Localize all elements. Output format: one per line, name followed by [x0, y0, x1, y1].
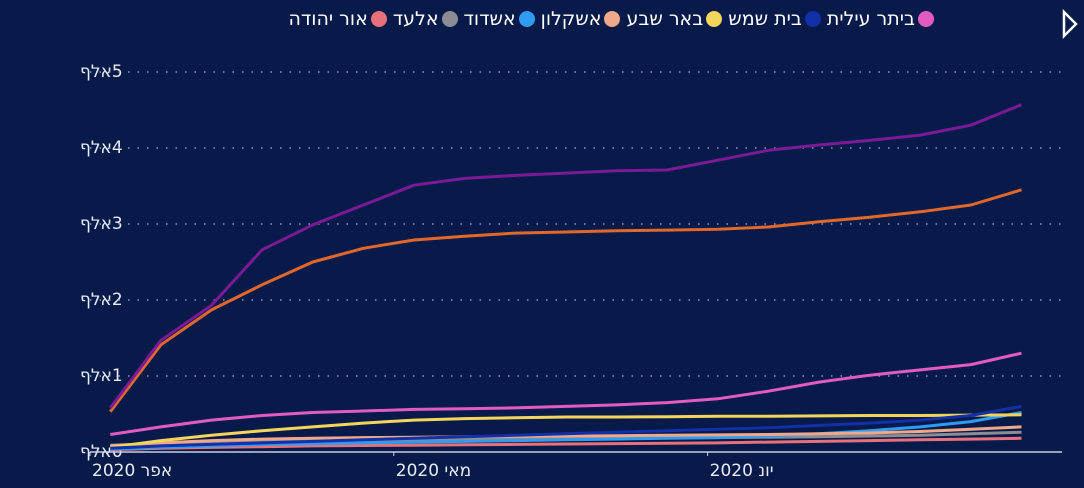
legend-swatch [804, 11, 821, 27]
legend-swatch [706, 11, 723, 27]
series-line [110, 436, 1022, 452]
legend-label: אלעד [392, 8, 439, 30]
legend-swatch [518, 11, 535, 27]
x-tick-label: אפר 2020 [92, 461, 172, 481]
x-tick-label: יונ 2020 [710, 461, 774, 481]
series-line [110, 413, 1022, 449]
legend-item[interactable]: אלעד [393, 8, 458, 30]
series-line [109, 188, 1022, 413]
legend-swatch [441, 11, 458, 27]
y-tick-label: 1אלף [80, 366, 123, 386]
legend-label: בית שמש [728, 8, 802, 30]
legend-item[interactable]: באר שבע [626, 8, 723, 30]
legend-label: אשקלון [540, 8, 602, 30]
series-line [110, 404, 1022, 450]
legend-label: אור יהודה [288, 8, 368, 30]
series-line [109, 103, 1023, 409]
legend-item[interactable]: אשקלון [541, 8, 621, 30]
play-icon[interactable] [1062, 8, 1078, 40]
legend-item[interactable]: אור יהודה [289, 8, 387, 30]
series-line [110, 425, 1022, 448]
y-tick-label: 5אלף [80, 62, 123, 82]
y-tick-label: 2אלף [80, 290, 123, 310]
legend-label: ביתר עילית [826, 8, 915, 30]
legend-swatch [604, 11, 621, 27]
legend-item[interactable]: בית שמש [728, 8, 821, 30]
y-tick-label: 3אלף [80, 214, 123, 234]
legend-swatch [918, 11, 934, 27]
legend-swatch [370, 11, 387, 27]
legend-label: אשדוד [463, 8, 516, 30]
legend-label: באר שבע [626, 8, 704, 30]
legend: ביתר עילית בית שמש באר שבע אשקלון אשדוד אלעד א… [289, 8, 934, 30]
series-line [110, 351, 1022, 436]
x-tick-label: מאי 2020 [396, 461, 471, 481]
y-tick-label: 4אלף [80, 138, 123, 158]
legend-item[interactable]: אשדוד [464, 8, 535, 30]
legend-item[interactable]: ביתר עילית [827, 8, 934, 30]
